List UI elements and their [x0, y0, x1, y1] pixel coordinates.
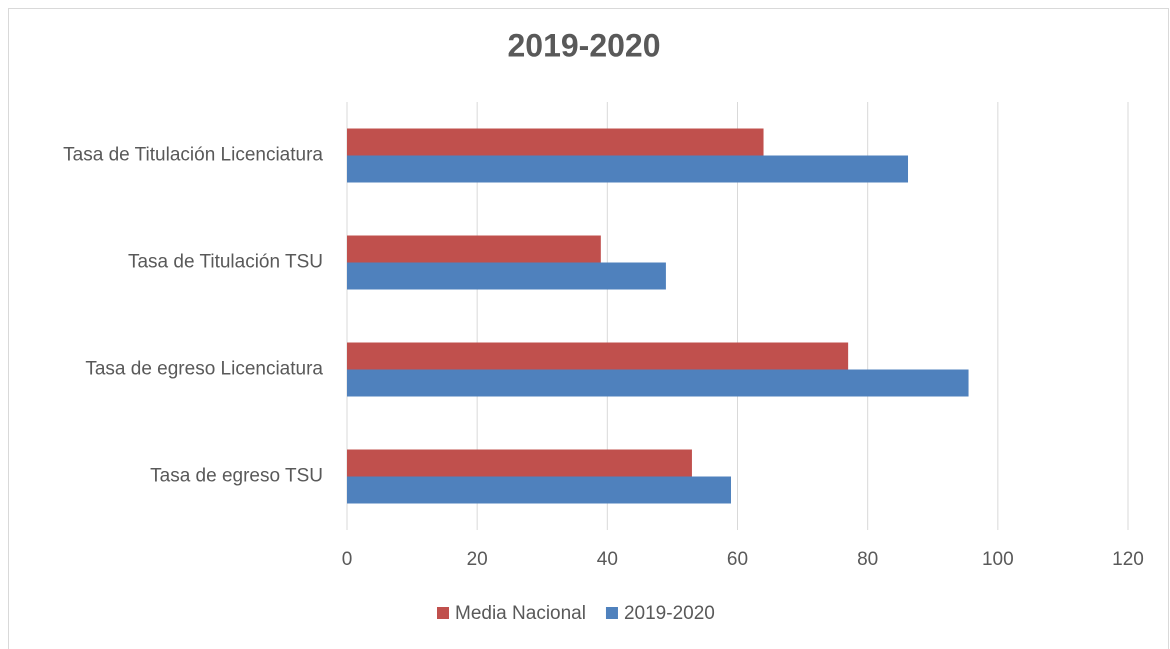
- x-tick-label: 0: [342, 549, 353, 570]
- x-tick-label: 120: [1112, 549, 1144, 570]
- chart-border: [8, 8, 1169, 649]
- x-tick-label: 20: [467, 549, 488, 570]
- legend-label: 2019-2020: [624, 603, 715, 624]
- legend-swatch: [437, 607, 449, 619]
- y-tick-label: Tasa de Titulación Licenciatura: [63, 145, 323, 166]
- x-tick-label: 80: [857, 549, 878, 570]
- x-tick-label: 60: [727, 549, 748, 570]
- y-tick-label: Tasa de egreso Licenciatura: [85, 359, 323, 380]
- y-tick-label: Tasa de Titulación TSU: [128, 252, 323, 273]
- chart-title: 2019-2020: [507, 27, 660, 63]
- bar: [347, 449, 692, 477]
- bar: [347, 476, 731, 504]
- bar: [347, 155, 909, 183]
- x-tick-label: 40: [597, 549, 618, 570]
- bar: [347, 128, 764, 156]
- y-tick-label: Tasa de egreso TSU: [150, 466, 323, 487]
- bar: [347, 342, 849, 370]
- legend-swatch: [605, 607, 618, 619]
- bar: [347, 369, 969, 397]
- bar: [347, 262, 666, 290]
- x-tick-label: 100: [982, 549, 1014, 570]
- bar: [347, 235, 601, 263]
- legend-label: Media Nacional: [455, 603, 586, 624]
